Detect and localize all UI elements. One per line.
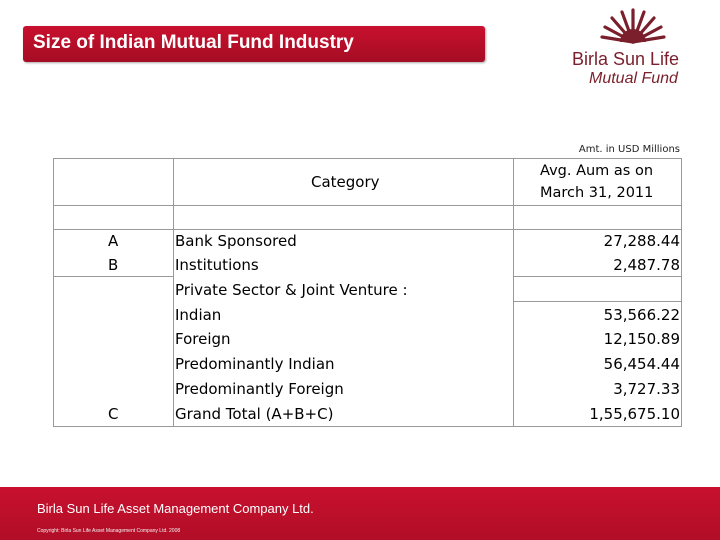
category-header: Category	[311, 173, 380, 191]
table-row-divider	[53, 229, 682, 230]
row-value: 53,566.22	[603, 306, 680, 324]
aum-header-line1: Avg. Aum as on	[540, 163, 654, 179]
row-value: 2,487.78	[613, 256, 680, 274]
table-row-divider	[53, 276, 173, 277]
row-label: Grand Total (A+B+C)	[175, 405, 334, 423]
row-label: Bank Sponsored	[175, 232, 297, 250]
row-label: Foreign	[175, 330, 231, 348]
row-label: Predominantly Foreign	[175, 380, 344, 398]
table-border-right	[681, 158, 682, 427]
table-row-divider	[513, 276, 682, 277]
table-border-left	[53, 158, 54, 427]
row-label: Indian	[175, 306, 222, 324]
page-title: Size of Indian Mutual Fund Industry	[33, 32, 354, 53]
brand-logo: Birla Sun Life Mutual Fund	[565, 6, 705, 90]
table-row-divider	[53, 205, 682, 206]
table-border-bottom	[53, 426, 682, 427]
row-value: 27,288.44	[603, 232, 680, 250]
row-value: 1,55,675.10	[589, 405, 680, 423]
row-label: Institutions	[175, 256, 259, 274]
footer-bar: Birla Sun Life Asset Management Company …	[0, 487, 720, 540]
footer-company-name: Birla Sun Life Asset Management Company …	[37, 501, 314, 516]
row-label: Predominantly Indian	[175, 355, 335, 373]
table-row-divider	[513, 301, 682, 302]
row-label: Private Sector & Joint Venture :	[175, 281, 408, 299]
title-bar: Size of Indian Mutual Fund Industry	[23, 26, 485, 62]
row-value: 56,454.44	[603, 355, 680, 373]
row-letter: B	[108, 256, 119, 274]
row-letter: C	[108, 405, 119, 423]
table-border-top	[53, 158, 682, 159]
row-value: 3,727.33	[613, 380, 680, 398]
aum-header-line2: March 31, 2011	[540, 185, 654, 201]
footer-copyright: Copyright: Birla Sun Life Asset Manageme…	[37, 528, 181, 534]
row-letter: A	[108, 232, 119, 250]
table-column-divider	[173, 158, 174, 427]
row-value: 12,150.89	[603, 330, 680, 348]
logo-text-primary: Birla Sun Life	[572, 49, 680, 69]
amount-unit-note: Amt. in USD Millions	[578, 144, 680, 155]
logo-text-secondary: Mutual Fund	[589, 70, 678, 87]
sun-logo-icon	[600, 8, 666, 44]
table-column-divider	[513, 158, 514, 427]
